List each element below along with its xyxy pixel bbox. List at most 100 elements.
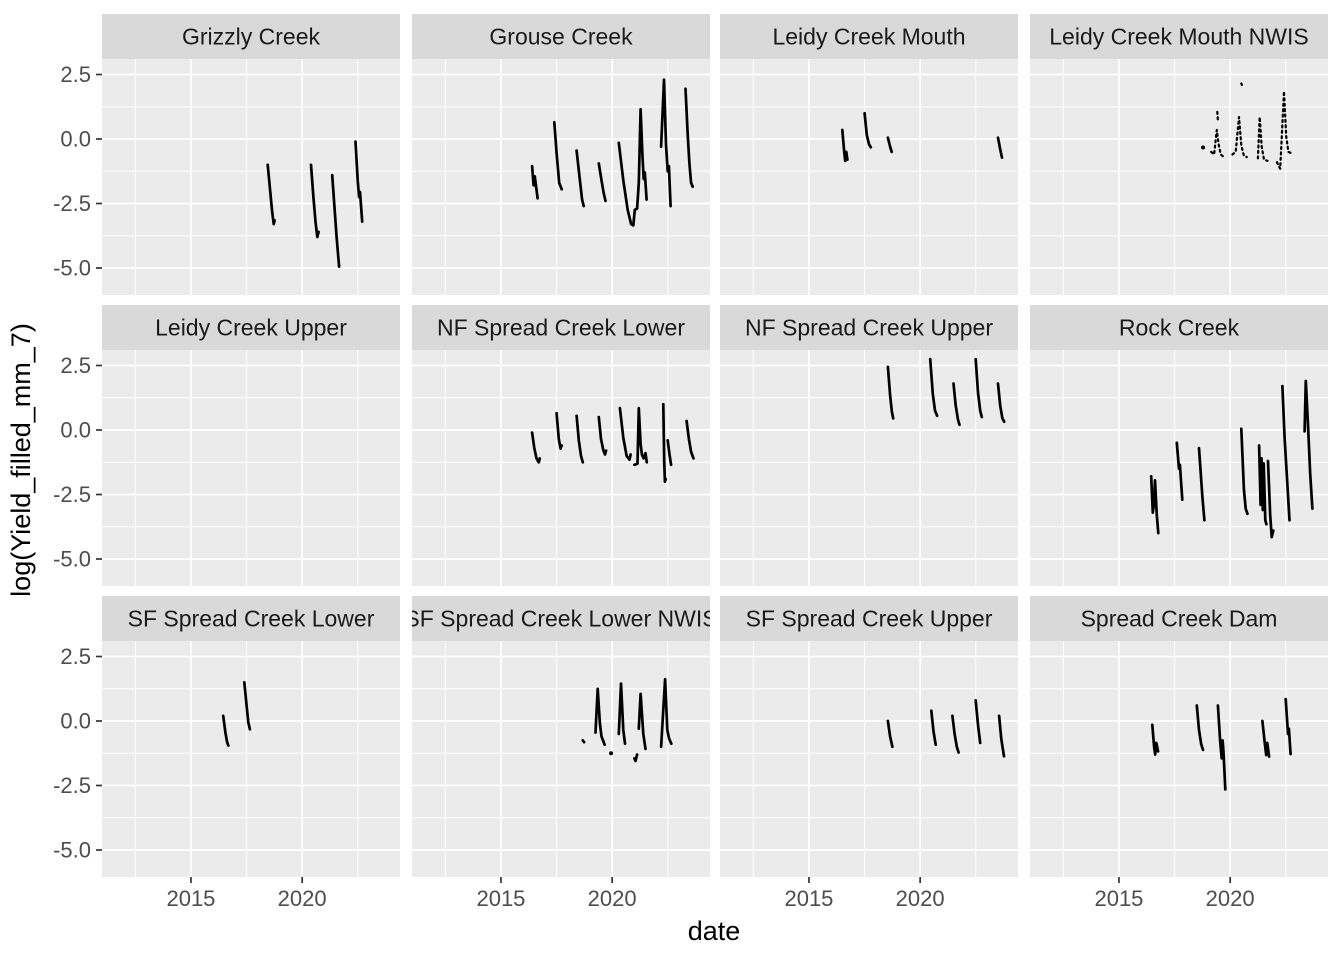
x-axis-tick-label: 2020	[896, 886, 945, 911]
facet-panel: Leidy Creek Mouth	[720, 14, 1018, 295]
facet-panel: SF Spread Creek Upper	[720, 596, 1018, 877]
facet-strip	[720, 305, 1018, 350]
data-series-line	[1303, 379, 1314, 511]
data-series-line	[530, 431, 542, 464]
data-series-line	[330, 173, 341, 269]
data-series-line	[597, 162, 607, 203]
facet-panel: Rock Creek	[1030, 305, 1328, 586]
data-series-line	[635, 107, 648, 211]
panel-background	[102, 59, 400, 295]
data-series-line	[530, 164, 539, 200]
y-axis-tick-label: 0.0	[60, 127, 91, 152]
facet-strip	[720, 596, 1018, 641]
facet-panel: Spread Creek Dam	[1030, 596, 1328, 877]
data-series-line	[685, 419, 695, 460]
data-series-line	[666, 438, 673, 467]
data-series-line	[1175, 441, 1184, 502]
axes-layer: 2.5 0.0 -2.5 -5.0 2.5 0.0 -2.5 -5.0 2.5 0.0 -2.5 -5…	[53, 62, 1255, 911]
x-axis-tick-label: 2015	[476, 886, 525, 911]
facet-strip	[102, 305, 400, 350]
data-series-line	[840, 128, 849, 163]
facet-strip-title: Grizzly Creek	[182, 24, 321, 50]
data-series-line	[266, 163, 276, 226]
y-axis-tick-label: 2.5	[60, 353, 91, 378]
facet-strip-title: SF Spread Creek Lower	[128, 606, 375, 632]
facet-strip	[1030, 305, 1328, 350]
data-series-line	[555, 411, 564, 450]
data-series-line	[659, 677, 673, 749]
facet-panel: Grizzly Creek	[102, 14, 400, 295]
data-series-line	[618, 406, 632, 462]
data-series-line	[1195, 704, 1205, 752]
facet-panel: NF Spread Creek Upper	[720, 305, 1018, 586]
facet-panel: Grouse Creek	[412, 14, 710, 295]
data-series-line	[863, 111, 873, 149]
data-series-line	[636, 406, 649, 465]
panel-background	[1030, 641, 1328, 877]
data-series-line	[617, 682, 627, 746]
facet-strip-title: Leidy Creek Mouth	[772, 24, 965, 50]
facet-panel: Leidy Creek Mouth NWIS	[1030, 14, 1328, 295]
facet-strip	[412, 305, 710, 350]
panel-background	[102, 350, 400, 586]
data-series-line	[886, 719, 894, 749]
data-series-line	[1256, 115, 1269, 162]
facet-strip	[720, 14, 1018, 59]
facet-strip-title: SF Spread Creek Upper	[746, 606, 993, 632]
panel-background	[412, 350, 710, 586]
data-series-line	[1240, 82, 1244, 86]
data-series-line	[684, 87, 695, 189]
data-series-line	[886, 365, 895, 420]
y-axis-tick-label: 2.5	[60, 62, 91, 87]
data-point	[1201, 145, 1206, 150]
data-series-line	[633, 462, 638, 467]
facet-strip-title: Grouse Creek	[489, 24, 633, 50]
data-series-line	[1197, 446, 1206, 522]
facet-panel: NF Spread Creek Lower	[412, 305, 710, 586]
data-series-line	[996, 136, 1004, 159]
data-series-line	[951, 714, 960, 754]
y-axis-tick-label: -2.5	[53, 191, 91, 216]
y-axis-tick-label: -2.5	[53, 773, 91, 798]
data-series-line	[1149, 475, 1160, 535]
x-axis-tick-label: 2015	[784, 886, 833, 911]
data-series-line	[594, 687, 606, 747]
data-series-line	[974, 357, 984, 419]
facet-strip-title: SF Spread Creek Lower NWIS	[404, 606, 717, 632]
facet-strip-title: NF Spread Creek Lower	[437, 315, 685, 341]
facet-strip-title: Spread Creek Dam	[1081, 606, 1278, 632]
data-series-line	[552, 120, 564, 191]
y-axis-title: log(Yield_filled_mm_7)	[6, 323, 36, 597]
facet-strip	[102, 596, 400, 641]
data-series-line	[928, 357, 939, 418]
data-series-line	[1216, 704, 1227, 791]
data-series-line	[659, 78, 672, 208]
data-series-line	[886, 136, 894, 154]
x-axis-tick-label: 2015	[166, 886, 215, 911]
x-axis-tick-label: 2020	[588, 886, 637, 911]
data-series-line	[1210, 128, 1226, 159]
facet-strip	[102, 14, 400, 59]
x-axis-tick-label: 2020	[1206, 886, 1255, 911]
facet-strip	[412, 14, 710, 59]
panel-background	[102, 641, 400, 877]
x-axis-title: date	[688, 916, 741, 946]
facet-strip-title: Leidy Creek Mouth NWIS	[1049, 24, 1308, 50]
panels-layer: Grizzly Creek Grouse Creek Leidy Creek Mou…	[102, 14, 1328, 877]
facet-panel: Leidy Creek Upper	[102, 305, 400, 586]
data-series-line	[1150, 723, 1160, 756]
y-axis-tick-label: 2.5	[60, 644, 91, 669]
data-series-line	[637, 692, 647, 751]
data-series-line	[1275, 90, 1293, 170]
y-axis-tick-label: -5.0	[53, 547, 91, 572]
panel-background	[412, 641, 710, 877]
data-point	[609, 751, 614, 756]
facet-strip-title: NF Spread Creek Upper	[745, 315, 993, 341]
y-axis-tick-label: -2.5	[53, 482, 91, 507]
y-axis-tick-label: 0.0	[60, 709, 91, 734]
data-series-line	[952, 382, 961, 427]
data-series-line	[354, 140, 364, 223]
data-series-line	[996, 382, 1006, 424]
x-axis-tick-label: 2020	[278, 886, 327, 911]
